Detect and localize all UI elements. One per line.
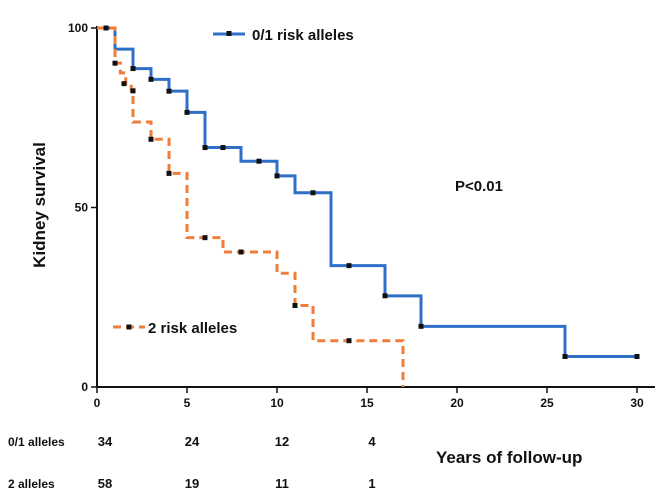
censor-mark — [238, 249, 244, 255]
survival-curve-0-1-risk-alleles — [97, 26, 637, 358]
y-tick-label: 0 — [81, 380, 88, 394]
censor-mark — [184, 109, 190, 115]
risk-count: 19 — [185, 476, 199, 491]
censor-mark — [112, 60, 118, 66]
censor-mark — [121, 81, 127, 87]
y-tick-label: 50 — [75, 201, 89, 215]
legend-marker-0-1 — [226, 31, 232, 36]
censor-mark — [130, 88, 136, 94]
x-tick-label: 20 — [450, 396, 464, 410]
censor-mark — [202, 235, 208, 241]
p-value-annotation: P<0.01 — [455, 178, 503, 195]
risk-count: 24 — [185, 434, 200, 449]
x-axis-title: Years of follow-up — [436, 448, 582, 467]
legend-label-0-1: 0/1 risk alleles — [252, 27, 354, 44]
legend-item-0-1: 0/1 risk alleles — [213, 27, 354, 44]
series-layer — [97, 25, 640, 387]
x-tick-label: 30 — [630, 396, 644, 410]
censor-mark — [148, 136, 154, 142]
axes: 0 5 10 15 20 25 30 0 50 100 — [68, 21, 655, 410]
risk-count: 34 — [98, 434, 113, 449]
risk-count: 4 — [368, 434, 376, 449]
censor-mark — [382, 293, 388, 299]
censor-mark — [634, 353, 640, 359]
risk-count: 12 — [275, 434, 289, 449]
censor-mark — [148, 76, 154, 82]
y-tick-label: 100 — [68, 21, 88, 35]
censor-mark — [166, 88, 172, 94]
censor-mark — [418, 323, 424, 329]
censor-mark — [310, 190, 316, 196]
legend-item-2: 2 risk alleles — [113, 320, 237, 337]
censor-mark — [562, 353, 568, 359]
x-tick-label: 0 — [94, 396, 101, 410]
censor-mark — [220, 145, 226, 151]
x-tick-label: 25 — [540, 396, 554, 410]
censor-mark — [202, 145, 208, 151]
x-tick-label: 10 — [270, 396, 284, 410]
censor-mark — [103, 25, 109, 31]
risk-row-label-0: 0/1 alleles — [8, 435, 65, 449]
legend-label-2: 2 risk alleles — [148, 320, 237, 337]
survival-curve-2-risk-alleles — [97, 26, 405, 387]
censor-mark — [274, 173, 280, 179]
x-tick-label: 15 — [360, 396, 374, 410]
censor-mark — [346, 263, 352, 269]
censor-mark — [166, 170, 172, 176]
legend-marker-2 — [126, 324, 132, 330]
y-axis-title: Kidney survival — [30, 142, 49, 268]
censor-mark — [256, 158, 262, 164]
risk-table: 0/1 alleles 2 alleles 34 24 12 458 19 11 1 — [8, 434, 376, 491]
censor-mark — [346, 338, 352, 344]
censor-mark — [130, 66, 136, 72]
risk-count: 58 — [98, 476, 112, 491]
censor-mark — [292, 303, 298, 309]
risk-count: 11 — [275, 476, 289, 491]
risk-row-label-1: 2 alleles — [8, 477, 55, 491]
x-tick-label: 5 — [184, 396, 191, 410]
risk-count: 1 — [368, 476, 375, 491]
